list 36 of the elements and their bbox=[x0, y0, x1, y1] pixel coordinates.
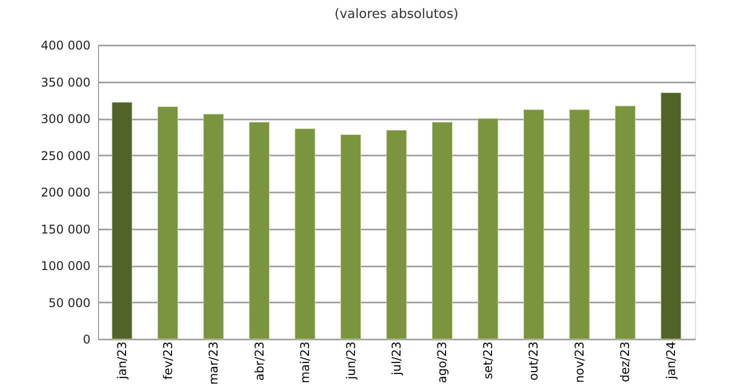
bar bbox=[203, 114, 224, 340]
x-tick-label: jun/23 bbox=[344, 342, 358, 380]
bar bbox=[158, 106, 178, 340]
y-tick-label: 350 000 bbox=[40, 75, 90, 90]
x-tick-label: set/23 bbox=[480, 342, 495, 380]
bar bbox=[432, 122, 452, 340]
y-tick-label: 0 bbox=[82, 332, 90, 346]
bar bbox=[112, 102, 132, 340]
x-tick-label: mai/23 bbox=[298, 342, 312, 384]
x-tick-label: fev/23 bbox=[160, 342, 175, 380]
bar bbox=[614, 106, 636, 340]
y-tick-label: 250 000 bbox=[40, 148, 90, 163]
y-tick-label: 100 000 bbox=[40, 259, 90, 273]
x-tick-label: nov/23 bbox=[572, 342, 586, 383]
chart-title: (valores absolutos) bbox=[334, 7, 458, 22]
y-tick-label: 400 000 bbox=[40, 38, 90, 52]
bar bbox=[660, 92, 682, 340]
bar bbox=[478, 118, 498, 340]
x-tick-label: jan/24 bbox=[664, 342, 678, 380]
x-tick-label: jul/23 bbox=[390, 342, 404, 376]
bar bbox=[569, 109, 590, 340]
bar bbox=[249, 122, 270, 340]
y-tick-label: 150 000 bbox=[40, 222, 90, 236]
x-tick-label: dez/23 bbox=[618, 342, 632, 382]
x-tick-label: jan/23 bbox=[115, 342, 130, 380]
bar bbox=[294, 128, 316, 340]
y-tick-label: 300 000 bbox=[40, 112, 90, 126]
bar bbox=[523, 109, 544, 340]
bar bbox=[386, 130, 407, 340]
x-tick-label: ago/23 bbox=[435, 342, 450, 384]
x-tick-label: out/23 bbox=[526, 342, 541, 380]
bar bbox=[340, 134, 362, 340]
x-tick-label: abr/23 bbox=[252, 342, 266, 381]
y-tick-label: 50 000 bbox=[48, 296, 90, 310]
y-tick-label: 200 000 bbox=[40, 186, 90, 200]
x-tick-label: mar/23 bbox=[206, 342, 221, 385]
